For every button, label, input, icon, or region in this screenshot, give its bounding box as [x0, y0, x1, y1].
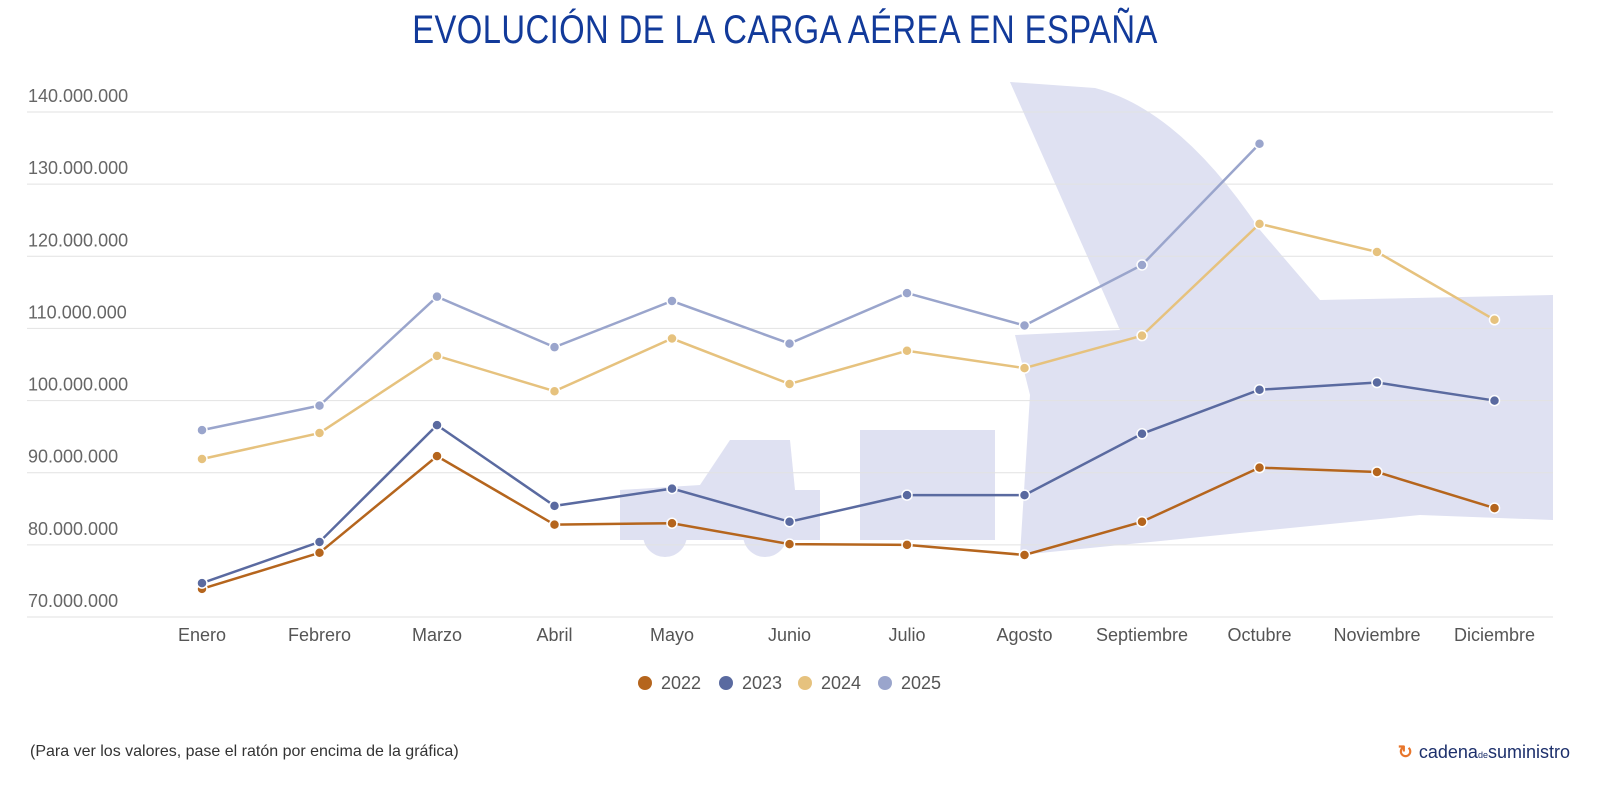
data-point[interactable]: [783, 516, 796, 528]
logo-arrows-icon: ↻: [1397, 742, 1413, 762]
legend-marker: [719, 676, 733, 690]
data-point[interactable]: [431, 450, 443, 462]
data-point[interactable]: [548, 341, 561, 353]
y-tick-label: 140.000.000: [28, 86, 128, 106]
y-tick-label: 80.000.000: [28, 519, 118, 539]
series-line: [201, 142, 1261, 432]
y-tick-label: 100.000.000: [28, 375, 128, 395]
data-point[interactable]: [313, 427, 326, 439]
data-point[interactable]: [1018, 362, 1031, 374]
data-point[interactable]: [666, 482, 678, 495]
x-tick-label: Agosto: [996, 625, 1052, 645]
hover-note: (Para ver los valores, pase el ratón por…: [30, 743, 459, 760]
data-point[interactable]: [1253, 218, 1266, 230]
boxes-icon: [860, 430, 995, 540]
data-point[interactable]: [1018, 549, 1031, 561]
legend-item-2024[interactable]: 2024: [798, 673, 861, 693]
data-point[interactable]: [1136, 516, 1148, 528]
data-point[interactable]: [1136, 259, 1148, 271]
data-point[interactable]: [431, 419, 443, 431]
x-tick-label: Noviembre: [1333, 625, 1420, 645]
data-point[interactable]: [1371, 376, 1383, 389]
data-point[interactable]: [313, 547, 326, 559]
data-point[interactable]: [1371, 466, 1383, 478]
y-tick-label: 70.000.000: [28, 591, 118, 611]
legend-item-2022[interactable]: 2022: [638, 673, 701, 693]
x-tick-label: Abril: [536, 625, 572, 645]
legend: 2022 2023 2024 2025: [638, 673, 941, 693]
line-chart: 70.000.000 80.000.000 90.000.000 100.000.00…: [27, 82, 1553, 693]
data-point[interactable]: [783, 378, 796, 390]
series-2022: [196, 450, 1501, 595]
data-point[interactable]: [196, 577, 208, 589]
data-point[interactable]: [313, 399, 326, 412]
data-point[interactable]: [548, 518, 561, 531]
data-point[interactable]: [1488, 502, 1501, 514]
legend-label: 2025: [901, 673, 941, 693]
data-point[interactable]: [548, 385, 561, 397]
legend-marker: [638, 676, 652, 690]
data-point[interactable]: [1253, 461, 1266, 474]
data-point[interactable]: [901, 489, 913, 501]
background-illustration: [620, 82, 1553, 557]
legend-marker: [798, 676, 812, 690]
data-point[interactable]: [1488, 314, 1501, 326]
data-point[interactable]: [548, 500, 561, 512]
x-tick-label: Octubre: [1227, 625, 1291, 645]
data-point[interactable]: [901, 287, 913, 299]
series-line: [201, 381, 1495, 585]
x-tick-label: Enero: [178, 625, 226, 645]
data-point[interactable]: [1371, 246, 1383, 258]
y-tick-label: 130.000.000: [28, 158, 128, 178]
series: [196, 137, 1501, 595]
data-point[interactable]: [1018, 319, 1031, 332]
data-point[interactable]: [196, 424, 208, 436]
data-point[interactable]: [666, 295, 678, 307]
data-point[interactable]: [1018, 489, 1031, 501]
y-tick-label: 110.000.000: [28, 302, 127, 322]
legend-label: 2023: [742, 673, 782, 693]
x-tick-label: Mayo: [650, 625, 694, 645]
x-tick-label: Marzo: [412, 625, 462, 645]
airplane-tail-icon: [1010, 82, 1553, 555]
data-point[interactable]: [666, 332, 678, 345]
data-point[interactable]: [901, 345, 913, 357]
data-point[interactable]: [901, 539, 913, 551]
data-point[interactable]: [1136, 329, 1148, 342]
data-point[interactable]: [431, 290, 443, 303]
data-point[interactable]: [783, 337, 796, 350]
data-point[interactable]: [431, 350, 443, 362]
data-point[interactable]: [1253, 384, 1266, 396]
grid: [27, 111, 1553, 618]
y-tick-label: 90.000.000: [28, 447, 118, 467]
data-point[interactable]: [1488, 394, 1501, 407]
brand-logo: ↻ cadenadesuministro: [1397, 742, 1570, 762]
series-line: [201, 454, 1495, 591]
x-axis: Enero Febrero Marzo Abril Mayo Junio Julio Agos…: [178, 625, 1535, 645]
chart-title: EVOLUCIÓN DE LA CARGA AÉREA EN ESPAÑA: [412, 8, 1158, 52]
data-point[interactable]: [313, 536, 326, 548]
legend-item-2023[interactable]: 2023: [719, 673, 782, 693]
y-tick-label: 120.000.000: [28, 230, 128, 250]
data-point[interactable]: [783, 538, 796, 550]
legend-marker: [878, 676, 892, 690]
data-point[interactable]: [666, 517, 678, 529]
legend-label: 2022: [661, 673, 701, 693]
data-point[interactable]: [1136, 428, 1148, 440]
x-tick-label: Febrero: [288, 625, 351, 645]
x-tick-label: Julio: [888, 625, 925, 645]
x-tick-label: Diciembre: [1454, 625, 1535, 645]
series-2023: [196, 376, 1501, 589]
data-point[interactable]: [196, 453, 208, 465]
x-tick-label: Junio: [768, 625, 811, 645]
series-2024: [196, 218, 1501, 465]
legend-item-2025[interactable]: 2025: [878, 673, 941, 693]
x-tick-label: Septiembre: [1096, 625, 1188, 645]
series-2025: [196, 137, 1266, 436]
legend-label: 2024: [821, 673, 861, 693]
data-point[interactable]: [1253, 137, 1266, 150]
y-axis: 70.000.000 80.000.000 90.000.000 100.000.00…: [28, 86, 128, 611]
series-line: [201, 222, 1496, 461]
